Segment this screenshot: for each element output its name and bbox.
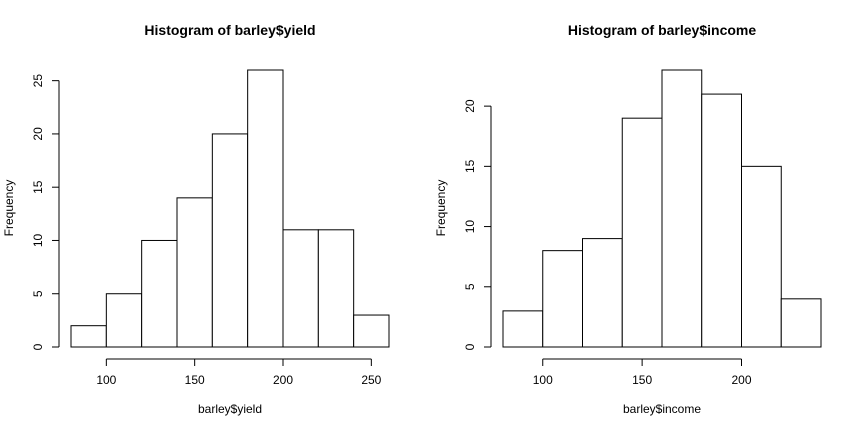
histogram-bar: [582, 238, 623, 348]
histogram-bar: [176, 197, 213, 348]
y-tick-label: 20: [463, 99, 477, 113]
x-tick-label: 200: [731, 373, 751, 387]
y-tick-label: 10: [463, 220, 477, 234]
y-tick-label: 0: [31, 343, 45, 350]
x-tick-label: 150: [632, 373, 652, 387]
histogram-bar: [105, 293, 143, 348]
y-axis: 0 5 10 15 20 25: [31, 74, 60, 350]
x-tick-label: 250: [361, 373, 381, 387]
histogram-bar: [211, 133, 249, 348]
x-tick-label: 200: [273, 373, 293, 387]
y-tick-label: 25: [31, 74, 45, 88]
panel-income: Histogram of barley$income barley$income…: [434, 22, 822, 416]
histogram-bars: [502, 69, 822, 348]
x-axis: 100 150 200 250: [96, 358, 382, 387]
y-tick-label: 0: [463, 343, 477, 350]
y-axis: 0 5 10 15 20: [463, 99, 492, 350]
histogram-bar: [621, 117, 663, 348]
chart-title: Histogram of barley$yield: [144, 22, 315, 38]
histogram-bars: [70, 69, 390, 348]
y-tick-label: 15: [463, 159, 477, 173]
y-axis-label: Frequency: [434, 180, 448, 237]
chart-title: Histogram of barley$income: [568, 22, 756, 38]
histogram-bar: [247, 69, 284, 348]
histogram-bar: [282, 229, 319, 348]
histogram-bar: [661, 69, 703, 348]
y-axis-label: Frequency: [2, 180, 16, 237]
histogram-bar: [141, 239, 178, 348]
histogram-bar: [780, 298, 822, 348]
x-axis-label: barley$income: [623, 402, 701, 416]
y-tick-label: 5: [463, 283, 477, 290]
histogram-bar: [502, 310, 544, 348]
histogram-bar: [542, 250, 583, 348]
histogram-bar: [741, 165, 782, 348]
x-axis: 100 150 200: [533, 358, 752, 387]
x-tick-label: 100: [96, 373, 116, 387]
x-tick-label: 150: [185, 373, 205, 387]
y-tick-label: 15: [31, 180, 45, 194]
histogram-bar: [353, 314, 390, 348]
y-tick-label: 5: [31, 290, 45, 297]
histogram-bar: [317, 229, 355, 348]
panel-yield: Histogram of barley$yield barley$yield F…: [2, 22, 390, 416]
y-tick-label: 10: [31, 233, 45, 247]
histogram-bar: [701, 93, 742, 348]
histogram-bar: [70, 325, 107, 348]
y-tick-label: 20: [31, 127, 45, 141]
x-axis-label: barley$yield: [198, 402, 262, 416]
x-tick-label: 100: [533, 373, 553, 387]
